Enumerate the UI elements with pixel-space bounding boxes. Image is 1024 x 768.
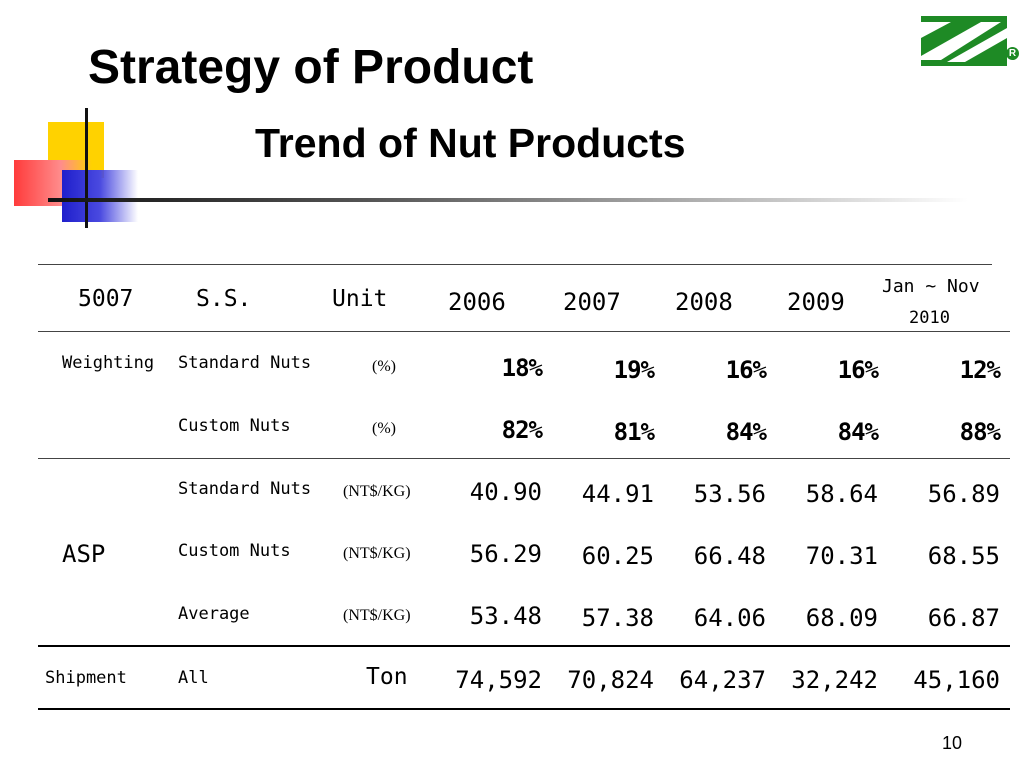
row-unit: (NT$/KG) [343, 607, 411, 624]
table-bottom-rule [38, 708, 1010, 710]
value-2010: 88% [959, 418, 1001, 446]
row-label: Custom Nuts [178, 416, 291, 436]
table-top-rule [38, 264, 992, 265]
header-ss: S.S. [196, 286, 252, 312]
value-2008: 64.06 [693, 604, 766, 632]
row-unit: (NT$/KG) [343, 483, 411, 500]
group-label-shipment: Shipment [45, 668, 127, 688]
value-2006: 82% [501, 416, 543, 444]
header-unit: Unit [332, 286, 388, 312]
value-2010: 45,160 [913, 666, 1000, 694]
value-2009: 32,242 [791, 666, 878, 694]
blue-square [62, 170, 138, 222]
header-code: 5007 [78, 286, 134, 312]
value-2010: 66.87 [927, 604, 1000, 632]
value-2008: 64,237 [679, 666, 766, 694]
value-2006: 40.90 [469, 478, 542, 506]
header-year-2006: 2006 [448, 288, 506, 316]
row-label: Standard Nuts [178, 353, 312, 373]
row-unit: (%) [372, 358, 396, 375]
page-number: 10 [942, 733, 963, 753]
value-2008: 53.56 [693, 480, 766, 508]
decorative-squares [12, 108, 972, 233]
value-2009: 68.09 [805, 604, 878, 632]
value-2009: 70.31 [805, 542, 878, 570]
value-2009: 16% [837, 356, 879, 384]
value-2007: 70,824 [567, 666, 654, 694]
value-2008: 84% [725, 418, 767, 446]
value-2007: 81% [613, 418, 655, 446]
value-2007: 57.38 [581, 604, 654, 632]
row-unit: Ton [366, 664, 408, 690]
value-2009: 84% [837, 418, 879, 446]
row-unit: (NT$/KG) [343, 545, 411, 562]
row-label: Standard Nuts [178, 479, 312, 499]
value-2010: 68.55 [927, 542, 1000, 570]
row-label: Custom Nuts [178, 541, 291, 561]
value-2010: 12% [959, 356, 1001, 384]
header-bottom-rule [38, 331, 1010, 332]
title-underline [48, 198, 968, 202]
vertical-rule [85, 108, 88, 228]
registered-mark-icon: R [1006, 47, 1019, 60]
value-2007: 60.25 [581, 542, 654, 570]
value-2008: 16% [725, 356, 767, 384]
value-2010: 56.89 [927, 480, 1000, 508]
row-label: All [178, 668, 209, 688]
value-2007: 19% [613, 356, 655, 384]
slide-subtitle: Trend of Nut Products [255, 120, 686, 166]
header-year-2007: 2007 [563, 288, 621, 316]
value-2008: 66.48 [693, 542, 766, 570]
value-2007: 44.91 [581, 480, 654, 508]
value-2009: 58.64 [805, 480, 878, 508]
group-label-weighting: Weighting [62, 353, 155, 373]
company-logo-icon [921, 16, 1007, 66]
value-2006: 18% [501, 354, 543, 382]
weighting-bottom-rule [38, 458, 1010, 459]
value-2006: 53.48 [469, 602, 542, 630]
row-unit: (%) [372, 420, 396, 437]
header-period-line2: 2010 [909, 308, 950, 328]
asp-bottom-rule [38, 645, 1010, 647]
row-label: Average [178, 604, 250, 624]
header-year-2009: 2009 [787, 288, 845, 316]
header-period-line1: Jan ~ Nov [882, 276, 980, 297]
slide-title: Strategy of Product [88, 41, 534, 94]
group-label-asp: ASP [62, 540, 106, 568]
value-2006: 74,592 [455, 666, 542, 694]
value-2006: 56.29 [469, 540, 542, 568]
header-year-2008: 2008 [675, 288, 733, 316]
